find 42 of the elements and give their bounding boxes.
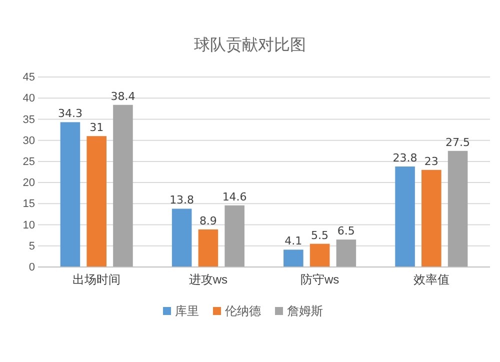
bar (422, 170, 442, 267)
bar (60, 122, 80, 267)
bar (224, 205, 244, 267)
bar (336, 240, 356, 267)
legend-label: 库里 (175, 304, 199, 318)
data-label: 4.1 (284, 234, 302, 248)
y-tick-label: 30 (22, 134, 35, 147)
y-tick-label: 35 (22, 114, 35, 126)
x-tick-label: 防守ws (300, 272, 340, 287)
data-label: 8.9 (199, 214, 217, 228)
bar (172, 208, 192, 267)
data-label: 13.8 (170, 194, 194, 207)
legend-label: 詹姆斯 (287, 304, 323, 318)
y-tick-label: 45 (22, 72, 35, 84)
y-tick-label: 15 (22, 198, 35, 210)
data-label: 6.5 (337, 224, 355, 238)
data-label: 23.8 (392, 152, 418, 165)
y-tick-label: 10 (22, 219, 35, 232)
y-tick-label: 25 (22, 156, 35, 168)
data-label: 38.4 (110, 90, 136, 103)
bar (448, 150, 468, 267)
bar (198, 229, 218, 267)
data-label: 14.6 (222, 190, 247, 204)
data-label: 27.5 (446, 136, 470, 149)
chart-title: 球队贡献对比图 (194, 35, 306, 54)
bar (284, 250, 304, 267)
data-label: 23 (424, 154, 438, 168)
bar (86, 136, 106, 267)
x-tick-label: 出场时间 (72, 272, 121, 287)
y-tick-label: 20 (22, 177, 35, 190)
bar (113, 104, 133, 267)
data-label: 31 (90, 121, 104, 134)
y-tick-label: 0 (28, 262, 35, 274)
x-tick-label: 效率值 (413, 272, 450, 287)
data-label: 34.3 (58, 107, 82, 120)
y-tick-label: 40 (22, 92, 35, 105)
bar (310, 244, 330, 267)
bar (395, 166, 415, 267)
x-tick-label: 进攻ws (188, 272, 228, 287)
legend-label: 伦纳德 (225, 304, 261, 318)
y-tick-label: 5 (28, 240, 35, 252)
data-label: 5.5 (311, 228, 329, 242)
